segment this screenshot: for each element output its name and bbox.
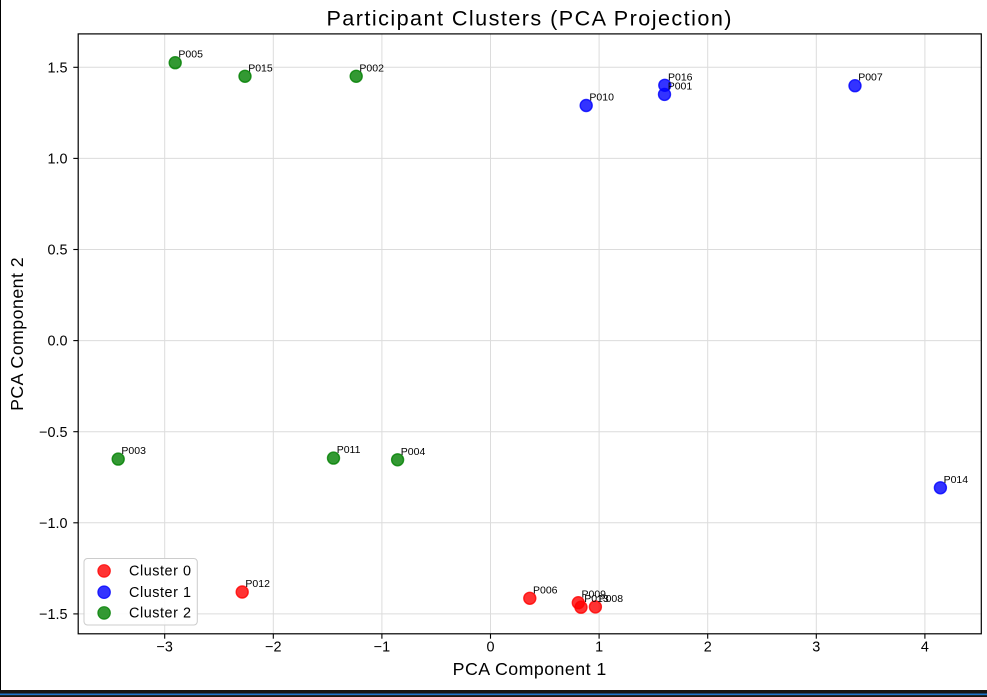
svg-text:1: 1 [595,640,603,656]
svg-text:−1: −1 [374,640,390,656]
svg-text:P011: P011 [337,444,361,456]
svg-text:P008: P008 [599,593,624,605]
svg-text:−1.0: −1.0 [39,516,67,532]
svg-text:PCA Component 1: PCA Component 1 [453,659,607,679]
svg-text:Participant Clusters (PCA Proj: Participant Clusters (PCA Projection) [326,5,732,30]
svg-text:P012: P012 [245,578,270,590]
svg-text:Cluster 2: Cluster 2 [129,606,192,622]
svg-text:Cluster 1: Cluster 1 [129,585,192,601]
svg-text:P001: P001 [668,80,693,92]
svg-text:P016: P016 [668,71,693,83]
svg-text:P004: P004 [401,446,426,458]
svg-text:−3: −3 [156,640,172,656]
svg-text:3: 3 [812,640,820,656]
svg-text:P013: P013 [584,593,609,605]
svg-text:2: 2 [704,640,712,656]
svg-text:P014: P014 [944,474,969,486]
svg-text:P003: P003 [121,445,146,457]
svg-text:−0.5: −0.5 [39,425,67,441]
svg-text:P009: P009 [582,589,607,601]
svg-text:P002: P002 [359,62,384,74]
svg-text:−1.5: −1.5 [39,607,67,623]
svg-text:P015: P015 [248,62,273,74]
svg-text:P007: P007 [858,72,883,84]
svg-text:PCA Component 2: PCA Component 2 [7,257,27,411]
svg-text:−2: −2 [265,640,281,656]
svg-text:0.0: 0.0 [47,334,67,350]
svg-text:4: 4 [921,640,929,656]
svg-text:Cluster 0: Cluster 0 [129,564,192,580]
svg-text:0.5: 0.5 [47,243,67,259]
svg-text:0: 0 [486,640,494,656]
svg-text:P005: P005 [178,49,203,61]
svg-text:1.0: 1.0 [47,152,67,168]
svg-text:P010: P010 [589,92,614,104]
svg-text:1.5: 1.5 [47,60,67,76]
svg-text:P006: P006 [533,584,558,596]
